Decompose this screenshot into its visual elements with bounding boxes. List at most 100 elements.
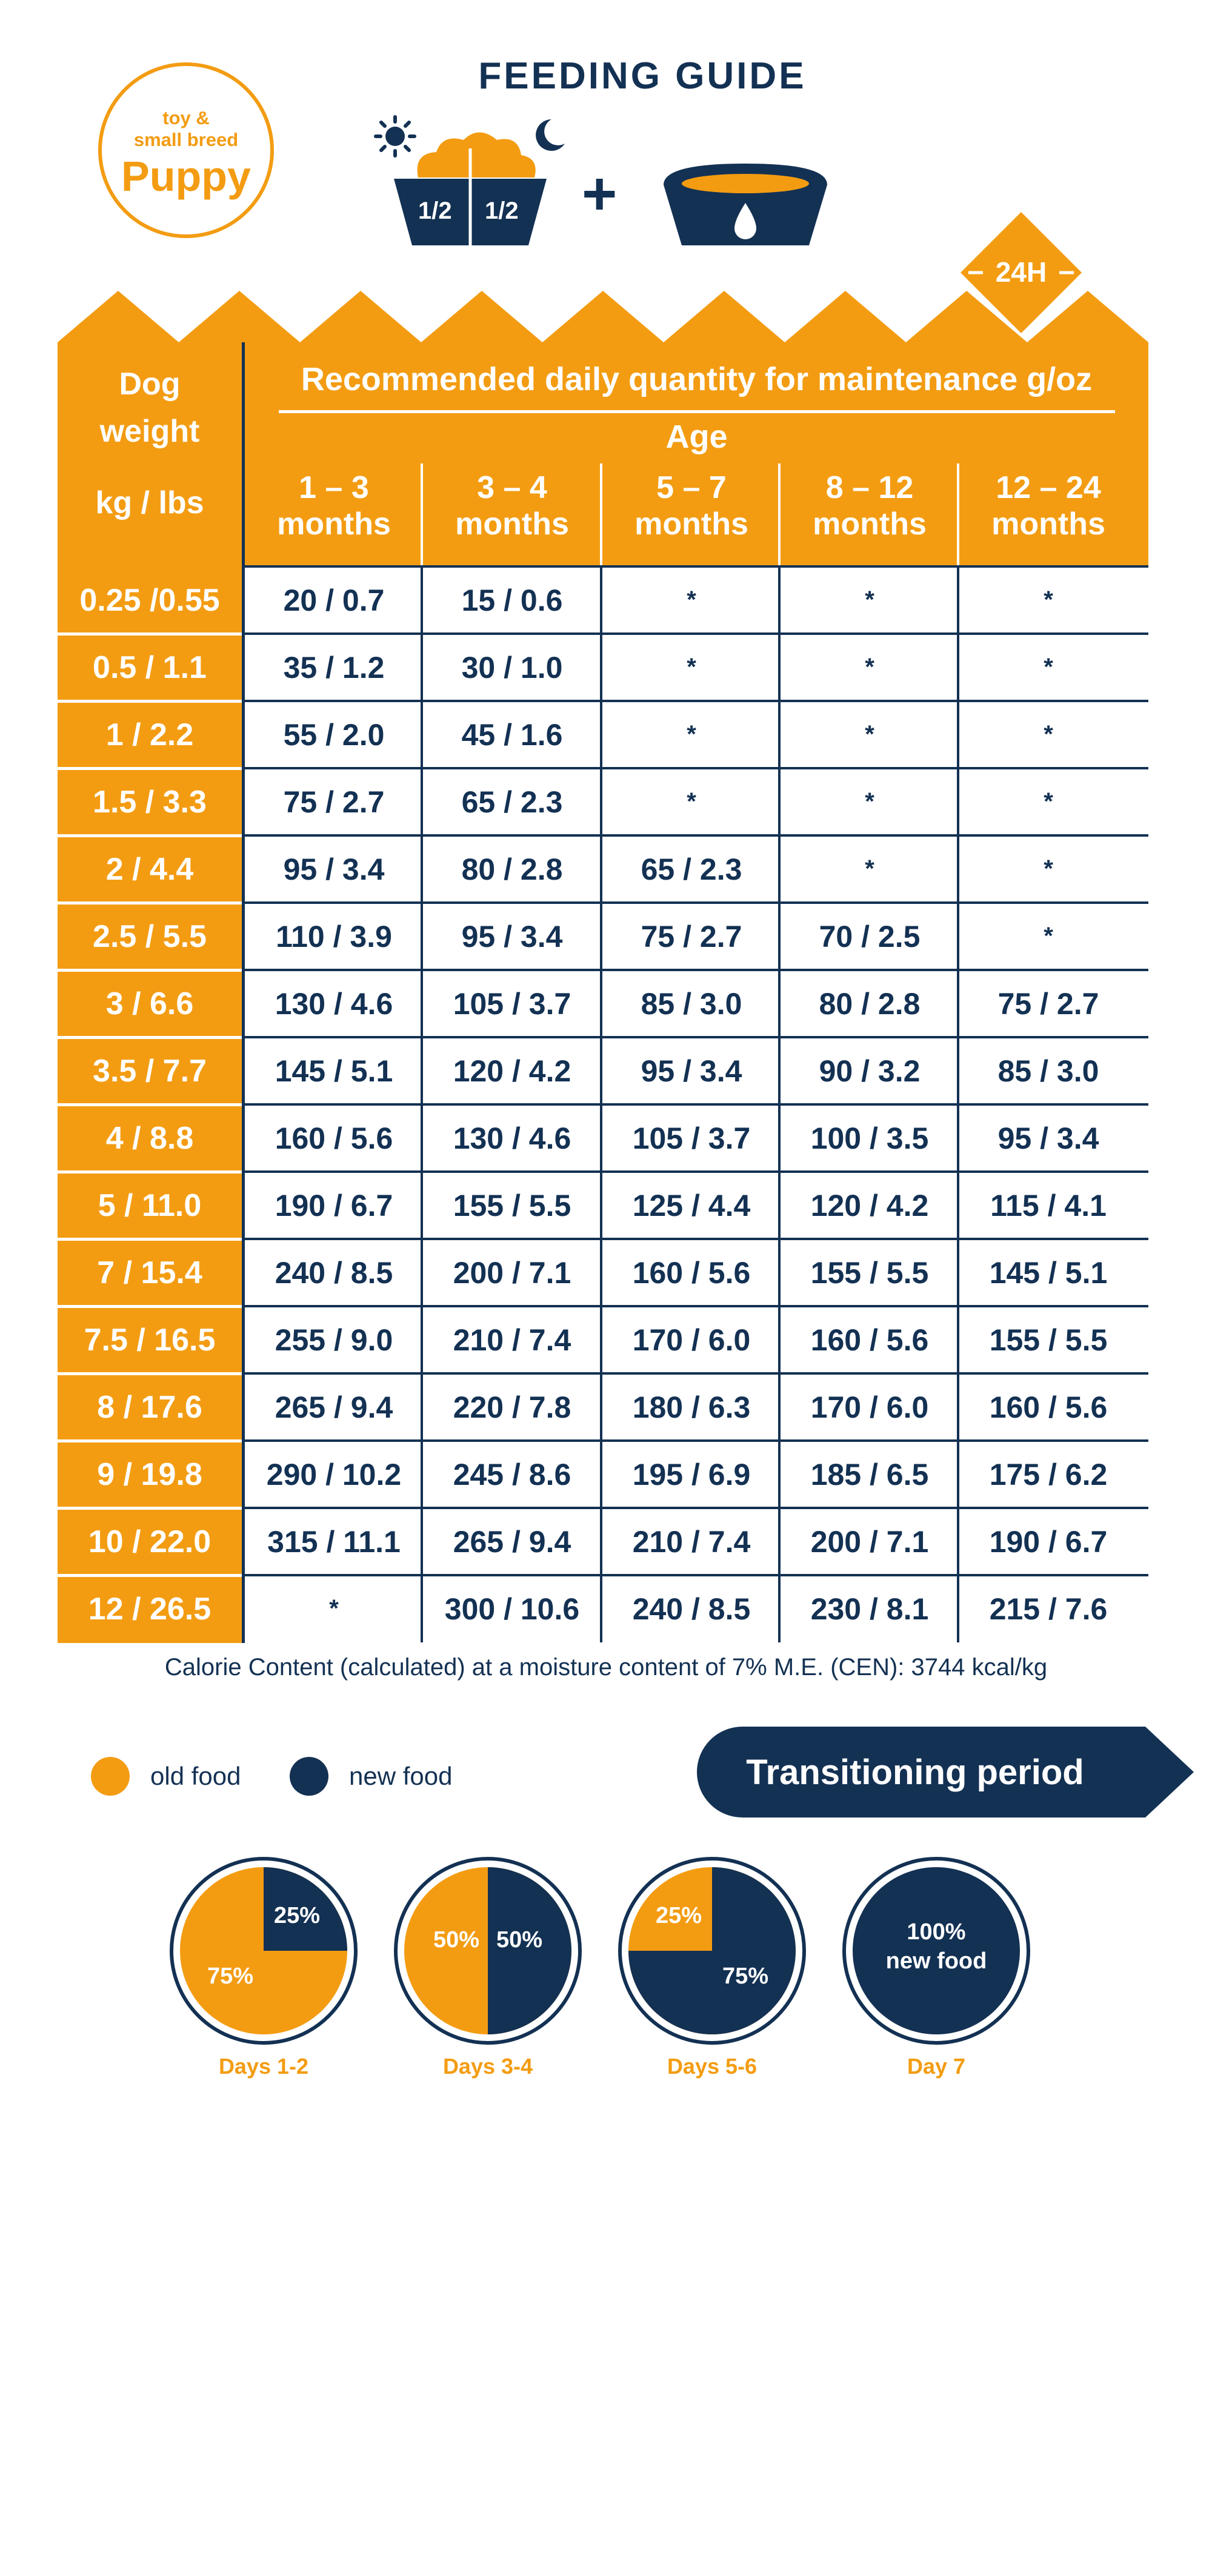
weight-cell: 4 / 8.8: [105, 1120, 194, 1156]
quantity-cell: 230 / 8.1: [810, 1592, 929, 1626]
header-column-divider: [957, 463, 959, 566]
quantity-cell: *: [1044, 721, 1053, 748]
quantity-cell: 210 / 7.4: [632, 1524, 751, 1559]
transition-day-label: Days 1-2: [218, 2054, 309, 2079]
weight-cell: 0.5 / 1.1: [93, 649, 207, 685]
weight-cell: 8 / 17.6: [97, 1389, 202, 1425]
quantity-cell: *: [865, 654, 874, 680]
quantity-cell: 210 / 7.4: [453, 1323, 571, 1357]
weight-row-divider: [58, 1036, 242, 1039]
transition-label: Transitioning period: [746, 1752, 1084, 1792]
table-header: [58, 342, 1148, 566]
weight-row-divider: [58, 1439, 242, 1442]
quantity-cell: 120 / 4.2: [810, 1188, 929, 1223]
quantity-cell: 220 / 7.8: [453, 1390, 571, 1424]
title-underline: [279, 410, 1115, 413]
quantity-cell: 200 / 7.1: [810, 1524, 929, 1559]
age-range: 1 – 3: [299, 470, 369, 505]
quantity-cell: 315 / 11.1: [267, 1524, 401, 1559]
quantity-cell: *: [865, 586, 874, 613]
row-divider: [245, 901, 1148, 904]
puppy-badge: toy & small breed Puppy: [98, 62, 274, 238]
old-food-slice: [853, 1867, 1020, 2034]
quantity-cell: 70 / 2.5: [819, 919, 921, 954]
quantity-cell: 240 / 8.5: [275, 1255, 393, 1290]
quantity-cell: 100 / 3.5: [810, 1121, 929, 1155]
quantity-cell: 90 / 3.2: [819, 1054, 921, 1088]
half-left-label: 1/2: [418, 198, 452, 224]
quantity-cell: 80 / 2.8: [819, 986, 921, 1021]
quantity-cell: 170 / 6.0: [810, 1390, 929, 1424]
quantity-cell: *: [687, 788, 696, 815]
row-divider: [245, 1238, 1148, 1240]
age-unit: months: [277, 506, 391, 542]
quantity-cell: 155 / 5.5: [810, 1255, 929, 1290]
old-food-pct: 50%: [433, 1927, 480, 1953]
quantity-cell: 170 / 6.0: [632, 1323, 751, 1357]
quantity-cell: 75 / 2.7: [283, 785, 385, 819]
row-divider: [245, 1439, 1148, 1442]
quantity-cell: 145 / 5.1: [989, 1255, 1108, 1290]
new-food-pct: 75%: [722, 1964, 769, 1989]
quantity-cell: 65 / 2.3: [461, 785, 563, 819]
quantity-cell: 240 / 8.5: [632, 1592, 751, 1626]
quantity-cell: *: [1044, 788, 1053, 815]
new-food-slice: [488, 1867, 571, 2034]
quantity-cell: 155 / 5.5: [989, 1323, 1108, 1357]
quantity-cell: 105 / 3.7: [453, 986, 571, 1021]
quantity-cell: 30 / 1.0: [461, 650, 563, 685]
weight-row-divider: [58, 1170, 242, 1173]
quantity-cell: 95 / 3.4: [461, 919, 563, 954]
quantity-cell: 125 / 4.4: [632, 1188, 751, 1223]
header-column-divider: [778, 463, 781, 566]
quantity-cell: 105 / 3.7: [632, 1121, 751, 1155]
quantity-cell: *: [865, 788, 874, 815]
quantity-cell: 145 / 5.1: [275, 1054, 393, 1088]
row-divider: [245, 700, 1148, 702]
water-bowl-icon: [664, 164, 827, 245]
quantity-cell: 75 / 2.7: [997, 986, 1099, 1021]
quantity-cell: 130 / 4.6: [275, 986, 393, 1021]
column-divider: [600, 566, 602, 1642]
plus-sign: +: [582, 160, 618, 228]
quantity-cell: 80 / 2.8: [461, 852, 563, 886]
weight-cell: 2.5 / 5.5: [93, 918, 207, 954]
quantity-cell: *: [687, 721, 696, 748]
quantity-cell: 160 / 5.6: [989, 1390, 1108, 1424]
quantity-cell: 95 / 3.4: [997, 1121, 1099, 1155]
water-drop-icon: [734, 203, 756, 239]
new-food-slice: [264, 1867, 347, 1951]
sun-icon: [374, 115, 416, 158]
header-column-divider: [421, 463, 423, 566]
quantity-cell: 180 / 6.3: [632, 1390, 751, 1424]
row-divider: [245, 632, 1148, 635]
weight-header: Dog weight: [58, 360, 242, 455]
weight-row-divider: [58, 767, 242, 770]
new-food-slice: [628, 1867, 796, 2034]
quantity-cell: *: [329, 1595, 339, 1622]
row-divider: [245, 1372, 1148, 1375]
row-divider: [245, 969, 1148, 971]
row-divider: [245, 834, 1148, 837]
transition-pie: [394, 1857, 582, 2045]
age-range: 3 – 4: [477, 470, 547, 505]
24h-tag: 24H: [961, 212, 1082, 333]
quantity-cell: 160 / 5.6: [632, 1255, 751, 1290]
column-divider: [778, 566, 781, 1642]
new-food-dot: [290, 1757, 328, 1796]
quantity-cell: 45 / 1.6: [461, 717, 563, 752]
weight-unit-label: kg / lbs: [95, 485, 204, 520]
quantity-cell: 55 / 2.0: [283, 717, 385, 752]
age-column-header: 8 – 12 months: [781, 470, 959, 542]
weight-row-divider: [58, 632, 242, 636]
new-food-pct: 50%: [496, 1927, 543, 1953]
transition-day-label: Days 5-6: [667, 2054, 758, 2079]
full-new-text: new food: [885, 1948, 987, 1974]
weight-header-line2: weight: [99, 414, 200, 449]
age-column-header: 12 – 24 months: [959, 470, 1137, 542]
row-divider: [245, 767, 1148, 769]
transition-day-label: Day 7: [907, 2054, 966, 2079]
full-new-food-label: 100% new food: [864, 1917, 1009, 1976]
age-range: 12 – 24: [996, 470, 1101, 505]
row-divider: [245, 1103, 1148, 1106]
